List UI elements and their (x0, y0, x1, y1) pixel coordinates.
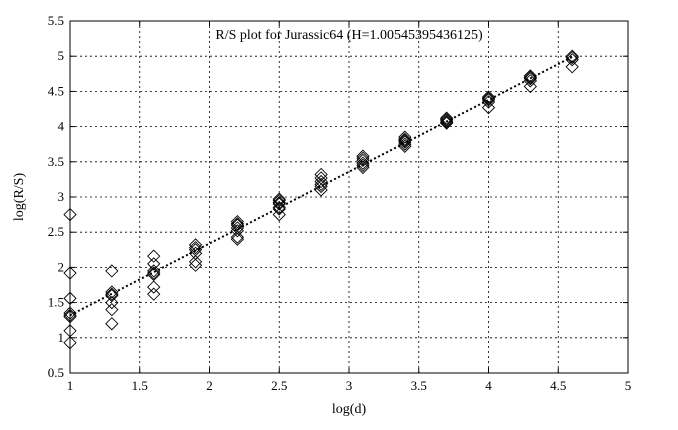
data-point-diamond (188, 241, 203, 255)
data-point-diamond (565, 60, 579, 74)
regression-line (69, 56, 573, 317)
x-tick-label: 1.5 (132, 378, 148, 393)
data-point-diamond (523, 69, 537, 83)
chart-title: R/S plot for Jurassic64 (H=1.00545395436… (215, 28, 483, 43)
data-point-diamond (272, 197, 286, 211)
data-point-diamond (230, 230, 245, 244)
data-point-diamond (272, 202, 286, 216)
data-point-diamond (440, 112, 454, 127)
data-point-diamond (523, 79, 537, 94)
y-axis-ticks: 0.5 1 1.5 2 2.5 3 3.5 4 4.5 5 5.5 (48, 13, 628, 380)
data-point-diamond (523, 72, 537, 86)
data-point-diamond (314, 177, 328, 191)
data-point-diamond (230, 217, 245, 231)
data-point-diamond (481, 95, 496, 109)
data-point-diamond (230, 232, 245, 246)
data-point-diamond (398, 134, 412, 148)
data-point-diamond (565, 49, 579, 63)
x-tick-label: 1 (67, 378, 74, 393)
data-point-diamond (105, 288, 119, 303)
data-point-diamond (188, 238, 203, 252)
data-point-diamond (147, 287, 161, 301)
data-point-diamond (356, 151, 370, 165)
data-point-diamond (398, 130, 412, 144)
data-point-diamond (356, 160, 370, 175)
data-point-diamond (398, 137, 412, 151)
data-point-diamond (147, 267, 161, 282)
x-axis-label: log(d) (332, 402, 367, 417)
y-tick-label: 4.5 (48, 83, 64, 98)
data-point-diamond (147, 280, 161, 294)
data-point-diamond (356, 149, 370, 163)
x-tick-label: 3.5 (411, 378, 427, 393)
data-point-diamond (188, 258, 203, 272)
data-point-diamond (565, 53, 579, 67)
data-point-diamond (440, 114, 454, 128)
data-point-diamond (440, 116, 454, 130)
y-tick-label: 2.5 (48, 224, 64, 239)
y-tick-label: 5.5 (48, 13, 64, 28)
data-point-diamond (105, 264, 119, 278)
x-tick-label: 2.5 (271, 378, 287, 393)
data-point-diamond (105, 287, 119, 301)
data-point-diamond (356, 158, 370, 172)
data-point-diamond (356, 153, 370, 168)
grid-lines (70, 21, 628, 373)
y-tick-label: 5 (58, 48, 65, 63)
data-point-diamond (147, 249, 161, 263)
data-point-diamond (356, 156, 370, 170)
data-point-diamond (272, 192, 286, 206)
data-point-diamond (481, 91, 496, 106)
data-point-diamond (314, 183, 328, 197)
y-tick-label: 3.5 (48, 154, 64, 169)
data-point-diamond (523, 74, 537, 88)
x-tick-label: 3 (346, 378, 353, 393)
data-point-diamond (105, 303, 119, 317)
data-point-diamond (481, 90, 496, 104)
data-point-diamond (523, 70, 537, 84)
data-point-diamond (188, 255, 203, 269)
data-point-diamond (230, 224, 245, 238)
data-point-diamond (440, 115, 454, 130)
fit-line (69, 56, 573, 317)
y-tick-label: 3 (58, 189, 65, 204)
data-point-diamond (481, 100, 496, 115)
data-point-diamond (105, 295, 119, 310)
y-tick-label: 4 (58, 119, 65, 134)
y-axis-label: log(R/S) (12, 173, 27, 222)
data-point-diamond (230, 221, 245, 235)
data-point-diamond (272, 207, 286, 222)
data-point-diamond (398, 135, 412, 149)
data-point-diamond (314, 179, 328, 194)
x-tick-label: 4 (485, 378, 492, 393)
data-point-diamond (147, 264, 161, 278)
data-point-diamond (147, 257, 161, 271)
data-point-diamond (398, 132, 412, 146)
data-point-diamond (272, 200, 286, 215)
x-tick-label: 4.5 (550, 378, 566, 393)
x-tick-label: 5 (625, 378, 632, 393)
y-tick-label: 0.5 (48, 365, 64, 380)
data-point-diamond (481, 93, 496, 107)
data-points (63, 49, 579, 350)
data-point-diamond (105, 317, 119, 331)
data-point-diamond (272, 193, 286, 208)
data-point-diamond (314, 174, 328, 189)
x-axis-ticks: 1 1.5 2 2.5 3 3.5 4 4.5 5 (67, 21, 632, 393)
y-tick-label: 1.5 (48, 295, 64, 310)
data-point-diamond (440, 111, 454, 125)
y-tick-label: 1 (58, 330, 65, 345)
data-point-diamond (565, 50, 579, 65)
data-point-diamond (230, 215, 245, 229)
data-point-diamond (398, 139, 412, 153)
data-point-diamond (105, 285, 119, 299)
x-tick-label: 2 (206, 378, 213, 393)
y-tick-label: 2 (58, 259, 65, 274)
data-point-diamond (147, 266, 161, 280)
